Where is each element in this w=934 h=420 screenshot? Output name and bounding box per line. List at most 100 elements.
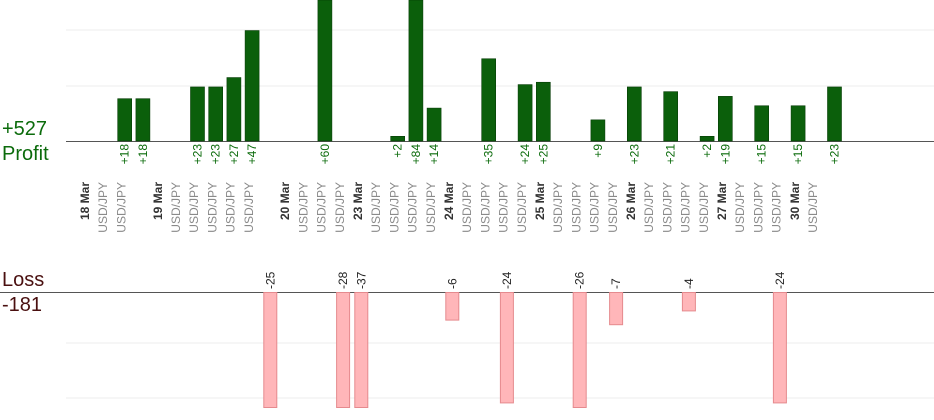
loss-total: -181 — [2, 294, 43, 316]
profit-bar — [208, 86, 223, 142]
profit-value-label: +18 — [118, 144, 132, 165]
loss-value-label: -28 — [336, 271, 350, 289]
profit-bar — [117, 98, 132, 142]
pair-label: USD/JPY — [642, 182, 656, 233]
date-label: 19 Mar — [151, 182, 165, 220]
loss-value-label: -25 — [263, 271, 277, 289]
pair-label: USD/JPY — [751, 182, 765, 233]
pair-label: USD/JPY — [551, 182, 565, 233]
pair-label: USD/JPY — [606, 182, 620, 233]
loss-bar — [681, 292, 696, 312]
loss-bar — [354, 292, 369, 408]
profit-bar — [717, 96, 733, 142]
profit-value-label: +19 — [718, 144, 732, 165]
pair-label: USD/JPY — [679, 182, 693, 233]
profit-bar — [317, 0, 333, 142]
profit-bar — [827, 86, 842, 142]
profit-bar — [190, 86, 205, 142]
profit-value-label: +18 — [136, 144, 150, 165]
profit-bar — [754, 105, 770, 142]
profit-value-label: +9 — [591, 144, 605, 158]
pair-label: USD/JPY — [569, 182, 583, 233]
pair-label: USD/JPY — [478, 182, 492, 233]
date-label: 23 Mar — [351, 182, 365, 220]
profit-bar — [135, 98, 151, 142]
profit-value-label: +27 — [227, 144, 241, 165]
profit-bar — [481, 58, 497, 142]
date-label: 24 Mar — [442, 182, 456, 220]
profit-value-label: +25 — [536, 144, 550, 165]
profit-bar — [699, 136, 715, 142]
loss-bar — [499, 292, 514, 404]
profit-value-label: +2 — [700, 144, 714, 158]
profit-value-label: +21 — [664, 144, 678, 165]
loss-value-label: -24 — [773, 271, 787, 289]
date-label: 26 Mar — [624, 182, 638, 220]
pair-label: USD/JPY — [224, 182, 238, 233]
date-label: 20 Mar — [278, 182, 292, 220]
loss-bar — [772, 292, 787, 404]
loss-value-label: -26 — [573, 271, 587, 289]
profit-bar — [408, 0, 424, 142]
profit-value-label: +47 — [245, 144, 259, 165]
profit-bar — [244, 30, 260, 142]
pair-label: USD/JPY — [588, 182, 602, 233]
profit-value-label: +24 — [518, 144, 532, 165]
loss-bar — [445, 292, 460, 321]
profit-bar — [390, 136, 406, 142]
pair-label: USD/JPY — [296, 182, 310, 233]
profit-value-label: +23 — [191, 144, 205, 165]
loss-bar — [572, 292, 587, 408]
pair-label: USD/JPY — [315, 182, 329, 233]
profit-value-label: +2 — [391, 144, 405, 158]
profit-value-label: +35 — [482, 144, 496, 165]
date-label: 25 Mar — [533, 182, 547, 220]
loss-label: Loss — [2, 269, 45, 291]
pair-label: USD/JPY — [424, 182, 438, 233]
date-label: 30 Mar — [788, 182, 802, 220]
pair-label: USD/JPY — [242, 182, 256, 233]
loss-value-label: -24 — [500, 271, 514, 289]
pair-label: USD/JPY — [333, 182, 347, 233]
profit-value-label: +23 — [828, 144, 842, 165]
pair-label: USD/JPY — [406, 182, 420, 233]
pair-label: USD/JPY — [660, 182, 674, 233]
profit-bar — [517, 84, 533, 142]
date-label: 27 Mar — [715, 182, 729, 220]
pair-label: USD/JPY — [205, 182, 219, 233]
pair-label: USD/JPY — [497, 182, 511, 233]
profit-value-label: +14 — [427, 144, 441, 165]
pair-label: USD/JPY — [96, 182, 110, 233]
pair-label: USD/JPY — [770, 182, 784, 233]
profit-bar — [226, 77, 242, 142]
pair-label: USD/JPY — [114, 182, 128, 233]
pair-label: USD/JPY — [460, 182, 474, 233]
loss-bar — [609, 292, 624, 326]
pair-label: USD/JPY — [387, 182, 401, 233]
pair-label: USD/JPY — [733, 182, 747, 233]
profit-value-label: +60 — [318, 144, 332, 165]
profit-total: +527 — [2, 118, 48, 140]
profit-bar — [790, 105, 806, 142]
profit-label: Profit — [2, 143, 49, 165]
pair-label: USD/JPY — [369, 182, 383, 233]
loss-value-label: -7 — [609, 278, 623, 289]
loss-bar — [263, 292, 278, 408]
loss-value-label: -37 — [354, 271, 368, 289]
pair-label: USD/JPY — [697, 182, 711, 233]
profit-bar — [535, 81, 551, 142]
profit-value-label: +23 — [627, 144, 641, 165]
pair-label: USD/JPY — [806, 182, 820, 233]
profit-value-label: +15 — [791, 144, 805, 165]
profit-bar — [590, 119, 606, 142]
profit-bar — [663, 91, 679, 142]
profit-value-label: +23 — [209, 144, 223, 165]
date-label: 18 Mar — [78, 182, 92, 220]
loss-value-label: -4 — [682, 278, 696, 289]
loss-value-label: -6 — [445, 278, 459, 289]
pair-label: USD/JPY — [515, 182, 529, 233]
profit-value-label: +15 — [755, 144, 769, 165]
profit-bar — [426, 107, 442, 142]
pair-label: USD/JPY — [169, 182, 183, 233]
